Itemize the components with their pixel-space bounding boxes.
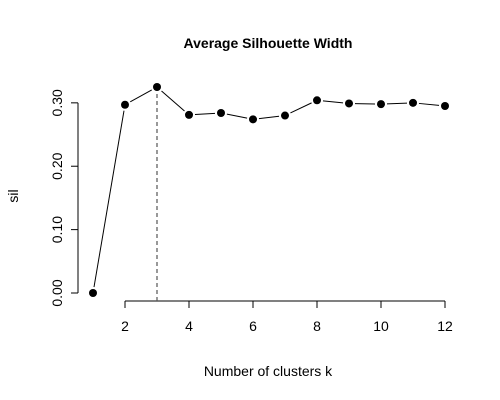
point-k-5: [217, 108, 225, 117]
line-segment-5-6: [226, 113, 248, 119]
point-k-4: [185, 110, 193, 119]
chart-title: Average Silhouette Width: [184, 35, 353, 51]
line-segment-1-2: [93, 110, 125, 288]
points-layer: [89, 83, 449, 297]
line-segment-8-9: [322, 100, 344, 104]
y-tick-label-0: 0.00: [49, 279, 65, 306]
axes: 2 4 6 8 10 12 0.00 0.10 0.20 0.30: [49, 89, 453, 334]
line-segment-7-8: [290, 102, 312, 114]
line-segment-6-7: [258, 115, 280, 120]
point-k-1: [89, 289, 97, 297]
point-k-3: [153, 83, 161, 91]
line-segment-4-5: [194, 112, 216, 116]
line-segment-2-3: [130, 89, 152, 103]
y-tick-label-2: 0.20: [49, 152, 65, 179]
point-k-8: [313, 96, 321, 105]
y-tick-label-3: 0.30: [49, 89, 65, 116]
line-layer: [93, 89, 440, 288]
line-segment-10-11: [386, 102, 408, 105]
point-k-9: [345, 99, 353, 108]
point-k-10: [377, 100, 385, 109]
point-k-12: [441, 102, 449, 111]
x-tick-label-6: 6: [249, 318, 257, 334]
x-tick-label-8: 8: [313, 318, 321, 334]
line-segment-11-12: [418, 102, 440, 106]
point-k-2: [121, 100, 129, 109]
point-k-6: [249, 115, 257, 124]
x-tick-label-4: 4: [185, 318, 193, 334]
point-k-11: [409, 98, 417, 107]
x-tick-label-2: 2: [121, 318, 129, 334]
y-axis-label: sil: [5, 189, 21, 202]
point-k-7: [281, 111, 289, 120]
x-tick-label-12: 12: [437, 318, 453, 334]
x-axis-label: Number of clusters k: [204, 363, 333, 379]
line-segment-3-4: [161, 90, 185, 112]
x-tick-label-10: 10: [373, 318, 389, 334]
y-tick-label-1: 0.10: [49, 216, 65, 243]
